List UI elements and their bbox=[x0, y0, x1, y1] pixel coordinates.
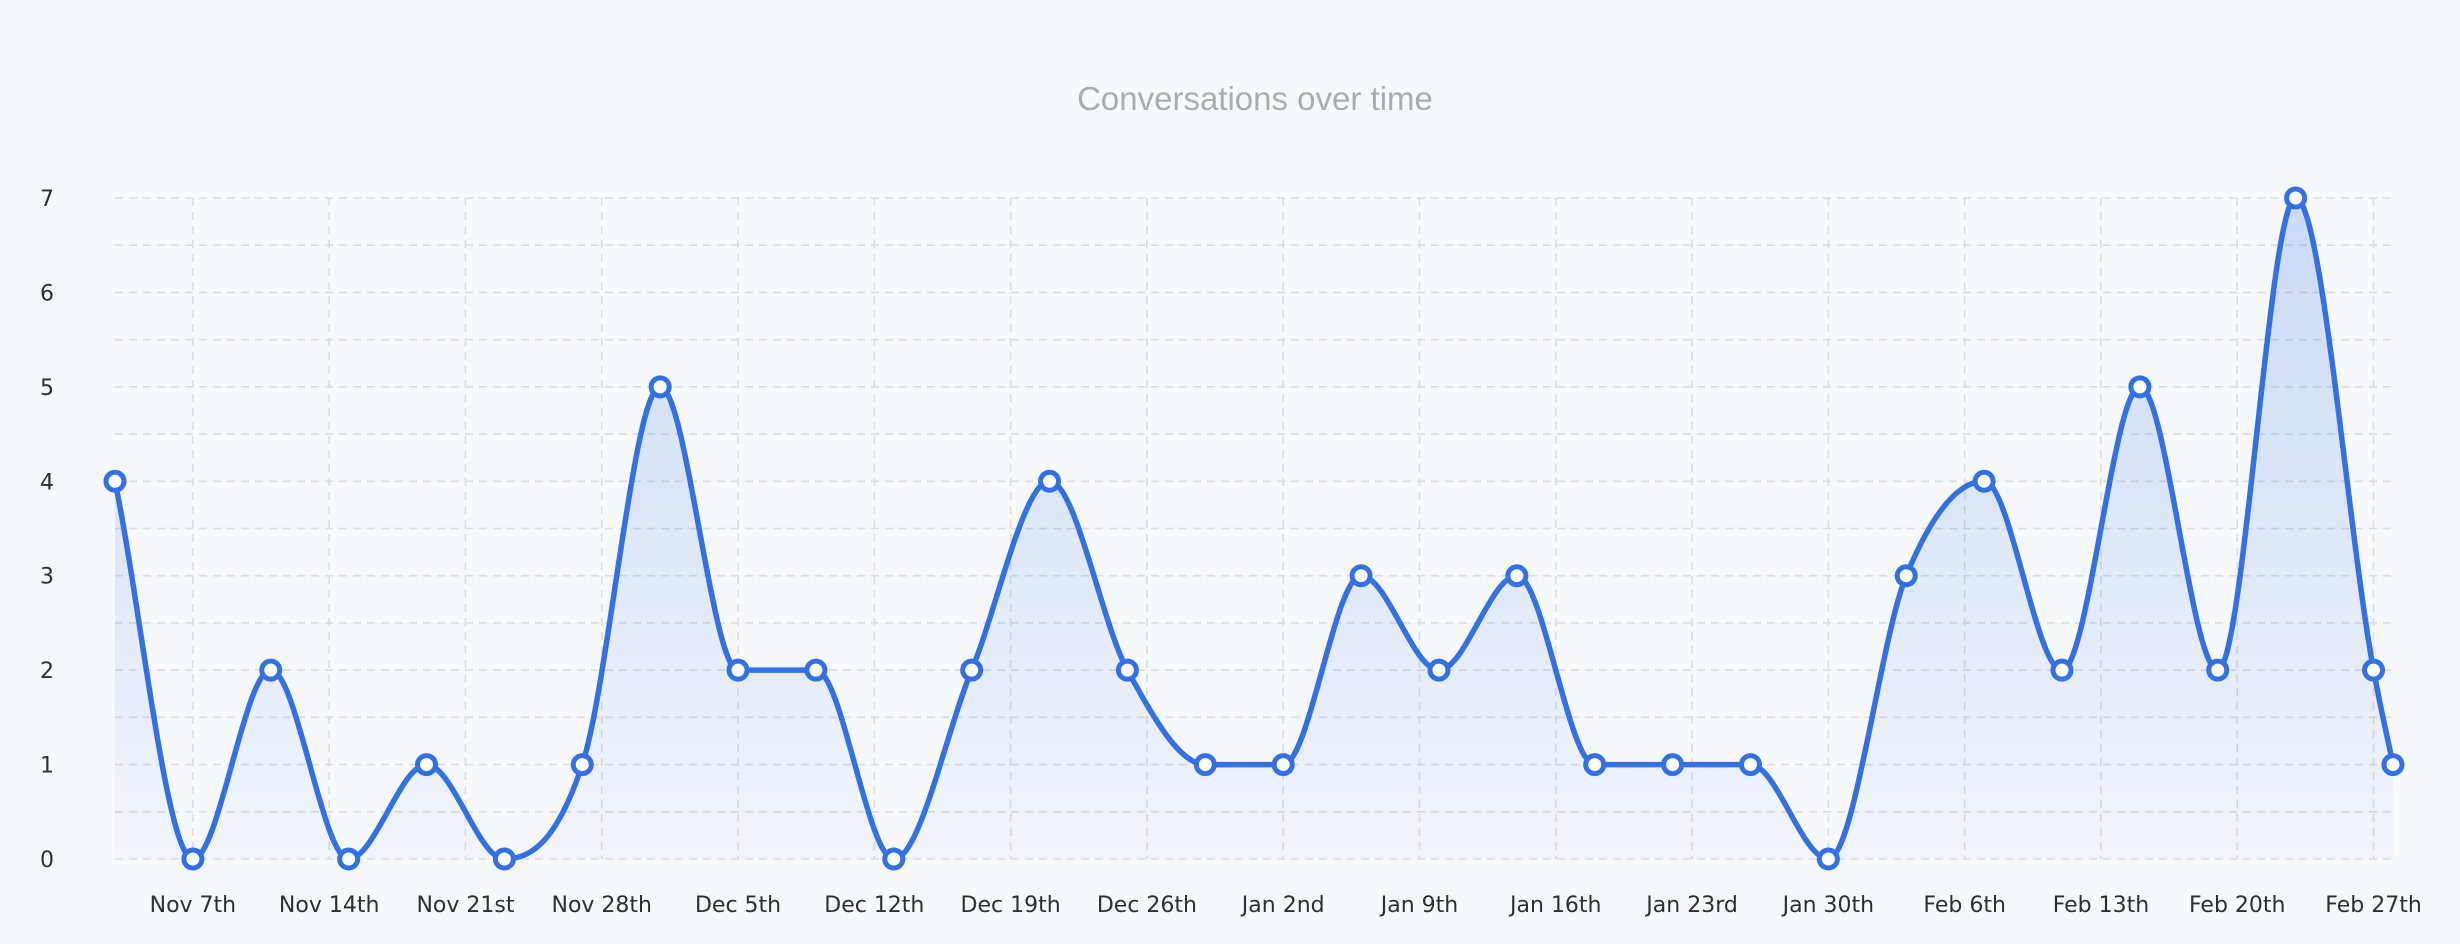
data-point bbox=[1038, 469, 1062, 493]
x-tick-label: Feb 13th bbox=[2053, 893, 2150, 918]
data-point bbox=[1349, 564, 1373, 588]
x-tick-label: Nov 14th bbox=[279, 893, 380, 918]
data-point bbox=[1661, 753, 1685, 777]
x-tick-label: Nov 28th bbox=[552, 893, 653, 918]
x-tick-label: Dec 19th bbox=[961, 893, 1061, 918]
data-point bbox=[1427, 658, 1451, 682]
data-point bbox=[2206, 658, 2230, 682]
data-point bbox=[804, 658, 828, 682]
y-tick-label: 6 bbox=[40, 281, 54, 306]
data-point bbox=[492, 847, 516, 871]
data-point bbox=[1193, 753, 1217, 777]
data-point bbox=[570, 753, 594, 777]
x-tick-label: Jan 30th bbox=[1781, 893, 1874, 918]
data-point bbox=[2128, 375, 2152, 399]
y-tick-label: 7 bbox=[40, 187, 54, 212]
data-point bbox=[648, 375, 672, 399]
y-tick-label: 0 bbox=[40, 848, 54, 873]
chart-title: Conversations over time bbox=[1077, 80, 1433, 117]
x-tick-label: Dec 5th bbox=[695, 893, 781, 918]
y-tick-label: 2 bbox=[40, 659, 54, 684]
x-tick-label: Feb 27th bbox=[2325, 893, 2422, 918]
data-point bbox=[960, 658, 984, 682]
data-point bbox=[415, 753, 439, 777]
data-point bbox=[1505, 564, 1529, 588]
data-point bbox=[103, 469, 127, 493]
data-point bbox=[2381, 753, 2405, 777]
y-tick-label: 4 bbox=[40, 470, 54, 495]
series-area bbox=[115, 198, 2393, 859]
x-tick-label: Feb 6th bbox=[1923, 893, 2006, 918]
y-tick-label: 5 bbox=[40, 376, 54, 401]
data-point bbox=[1894, 564, 1918, 588]
data-point bbox=[181, 847, 205, 871]
data-point bbox=[726, 658, 750, 682]
data-point bbox=[2050, 658, 2074, 682]
data-point bbox=[1972, 469, 1996, 493]
y-tick-label: 1 bbox=[40, 754, 54, 779]
data-point bbox=[882, 847, 906, 871]
data-point bbox=[2362, 658, 2386, 682]
data-point bbox=[1816, 847, 1840, 871]
x-tick-label: Dec 12th bbox=[824, 893, 924, 918]
x-tick-label: Jan 9th bbox=[1379, 893, 1458, 918]
x-tick-label: Nov 7th bbox=[150, 893, 237, 918]
data-point bbox=[259, 658, 283, 682]
x-tick-label: Jan 23rd bbox=[1644, 893, 1738, 918]
data-point bbox=[1583, 753, 1607, 777]
x-tick-label: Jan 2nd bbox=[1240, 893, 1325, 918]
y-tick-label: 3 bbox=[40, 565, 54, 590]
x-tick-label: Dec 26th bbox=[1097, 893, 1197, 918]
x-tick-label: Jan 16th bbox=[1508, 893, 1601, 918]
x-tick-label: Feb 20th bbox=[2189, 893, 2286, 918]
x-tick-label: Nov 21st bbox=[416, 893, 514, 918]
data-point bbox=[337, 847, 361, 871]
data-point bbox=[1271, 753, 1295, 777]
data-point bbox=[1738, 753, 1762, 777]
data-point bbox=[1115, 658, 1139, 682]
data-point bbox=[2284, 186, 2308, 210]
